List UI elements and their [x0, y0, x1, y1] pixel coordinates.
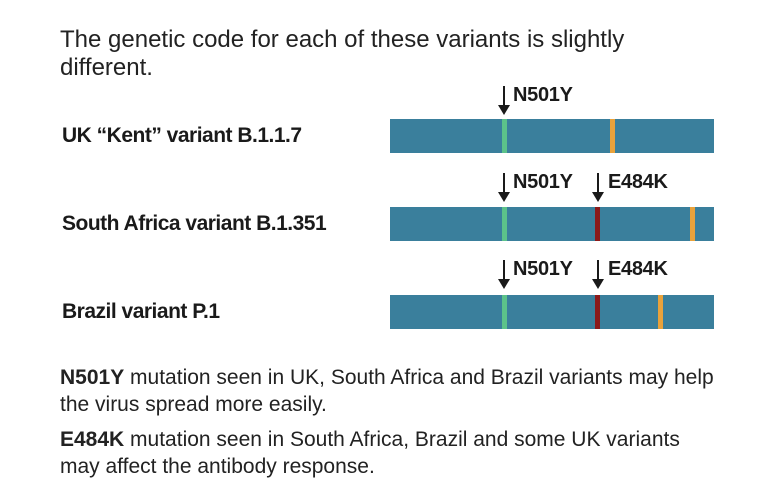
- n501y-marker: [502, 295, 507, 329]
- n501y-arrow-icon: [497, 260, 511, 290]
- note-text-n501y: mutation seen in UK, South Africa and Br…: [60, 366, 714, 416]
- genome-bar-uk: [390, 119, 714, 153]
- orange-marker: [658, 295, 663, 329]
- genome-bar-south-africa: [390, 207, 714, 241]
- note-term-e484k: E484K: [60, 428, 125, 451]
- mutation-label-n501y: N501Y: [513, 258, 573, 280]
- note-term-n501y: N501Y: [60, 366, 125, 389]
- e484k-marker: [595, 295, 600, 329]
- mutation-label-n501y: N501Y: [513, 171, 573, 193]
- mutation-label-e484k: E484K: [608, 258, 668, 280]
- orange-marker: [690, 207, 695, 241]
- intro-text: The genetic code for each of these varia…: [60, 26, 625, 81]
- e484k-arrow-icon: [591, 173, 605, 203]
- mutation-label-e484k: E484K: [608, 171, 668, 193]
- variant-name-uk: UK “Kent” variant B.1.1.7: [62, 124, 302, 147]
- n501y-marker: [502, 207, 507, 241]
- note-text-e484k: mutation seen in South Africa, Brazil an…: [60, 428, 680, 478]
- n501y-marker: [502, 119, 507, 153]
- genome-bar-brazil: [390, 295, 714, 329]
- e484k-marker: [595, 207, 600, 241]
- n501y-arrow-icon: [497, 173, 511, 203]
- e484k-arrow-icon: [591, 260, 605, 290]
- n501y-arrow-icon: [497, 86, 511, 116]
- mutation-label-n501y: N501Y: [513, 84, 573, 106]
- variant-name-brazil: Brazil variant P.1: [62, 300, 220, 323]
- note-n501y: N501Y mutation seen in UK, South Africa …: [60, 364, 720, 418]
- variant-name-south-africa: South Africa variant B.1.351: [62, 212, 327, 235]
- orange-marker: [610, 119, 615, 153]
- note-e484k: E484K mutation seen in South Africa, Bra…: [60, 426, 720, 480]
